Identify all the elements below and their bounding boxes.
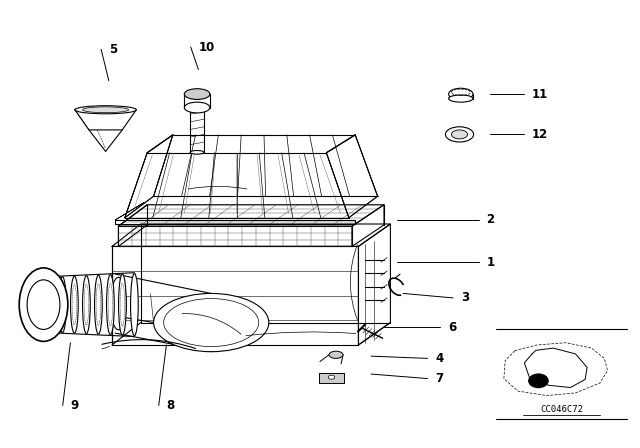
Ellipse shape <box>83 276 90 334</box>
Text: 7: 7 <box>435 372 444 385</box>
Ellipse shape <box>106 275 114 335</box>
Text: 5: 5 <box>109 43 117 56</box>
Ellipse shape <box>70 276 78 333</box>
Ellipse shape <box>449 88 473 100</box>
Ellipse shape <box>131 274 138 336</box>
Ellipse shape <box>75 106 136 114</box>
Text: 3: 3 <box>461 291 469 305</box>
Ellipse shape <box>184 89 210 99</box>
Ellipse shape <box>47 277 54 332</box>
Text: 4: 4 <box>435 352 444 365</box>
Ellipse shape <box>110 277 127 330</box>
Ellipse shape <box>27 280 60 329</box>
Ellipse shape <box>328 375 335 379</box>
Ellipse shape <box>19 268 68 341</box>
Ellipse shape <box>329 351 343 358</box>
Text: 1: 1 <box>486 255 495 269</box>
Ellipse shape <box>449 95 473 102</box>
Text: 9: 9 <box>70 399 79 412</box>
Text: 11: 11 <box>531 87 547 101</box>
Ellipse shape <box>83 107 129 112</box>
Ellipse shape <box>452 130 467 139</box>
Circle shape <box>529 374 548 388</box>
Ellipse shape <box>95 275 102 334</box>
Ellipse shape <box>184 102 210 113</box>
Ellipse shape <box>445 127 474 142</box>
Ellipse shape <box>35 278 42 332</box>
Text: 2: 2 <box>486 213 495 226</box>
Ellipse shape <box>190 151 204 154</box>
Text: 10: 10 <box>198 40 214 54</box>
Ellipse shape <box>154 293 269 352</box>
Text: 6: 6 <box>448 320 456 334</box>
Text: CC046C72: CC046C72 <box>540 405 583 414</box>
Text: 12: 12 <box>531 128 547 141</box>
Ellipse shape <box>118 274 126 335</box>
Bar <box>319 373 344 383</box>
Text: 8: 8 <box>166 399 175 412</box>
Ellipse shape <box>59 277 67 332</box>
